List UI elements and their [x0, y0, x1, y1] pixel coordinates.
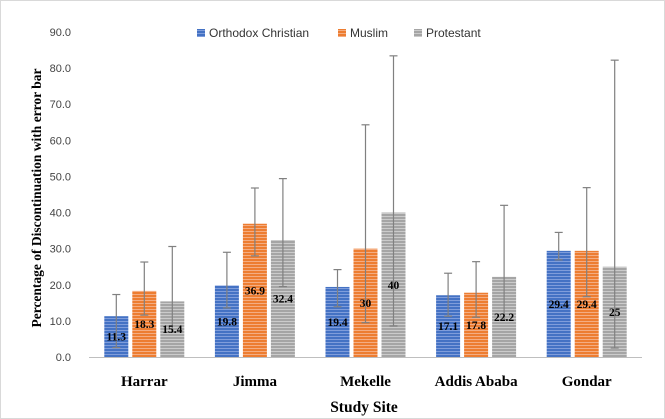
- legend-swatch: [414, 29, 422, 37]
- legend-label: Muslim: [350, 26, 388, 40]
- data-label: 15.4: [162, 324, 182, 336]
- data-label: 32.4: [273, 294, 293, 306]
- data-label: 19.8: [217, 316, 237, 328]
- data-label: 11.3: [107, 332, 127, 344]
- error-bars: [112, 55, 619, 349]
- y-tick-label: 90.0: [50, 27, 71, 39]
- x-axis-title: Study Site: [330, 399, 398, 416]
- data-labels: 11.3 18.3 15.4 19.8 36.9 32.4 19.4 30 40 17.1 17.8…: [107, 280, 621, 344]
- legend-swatch: [338, 29, 346, 37]
- data-label: 29.4: [577, 299, 597, 311]
- category-label: Gondar: [562, 374, 612, 390]
- y-tick-label: 80.0: [50, 63, 71, 75]
- legend-label: Protestant: [426, 26, 481, 40]
- bar: [546, 250, 571, 357]
- y-tick-label: 30.0: [50, 244, 71, 256]
- legend-swatch: [197, 29, 205, 37]
- data-label: 19.4: [327, 317, 347, 329]
- data-label: 40: [388, 280, 400, 292]
- y-axis-ticks: 0.0 10.0 20.0 30.0 40.0 50.0 60.0 70.0 80.0 90.0: [50, 27, 71, 364]
- data-label: 17.1: [438, 321, 458, 333]
- category-label: Addis Ababa: [435, 374, 518, 390]
- y-tick-label: 0.0: [56, 352, 71, 364]
- category-label: Mekelle: [340, 374, 391, 390]
- legend-label: Orthodox Christian: [209, 26, 309, 40]
- data-label: 29.4: [549, 299, 569, 311]
- data-label: 17.8: [466, 320, 486, 332]
- y-tick-label: 70.0: [50, 99, 71, 111]
- legend: Orthodox Christian Muslim Protestant: [197, 26, 481, 40]
- y-tick-label: 50.0: [50, 171, 71, 183]
- category-labels: Harrar Jimma Mekelle Addis Ababa Gondar: [121, 374, 612, 390]
- y-axis-title: Percentage of Discontinuation with error…: [29, 68, 44, 327]
- category-label: Harrar: [121, 374, 168, 390]
- category-label: Jimma: [233, 374, 278, 390]
- y-tick-label: 10.0: [50, 316, 71, 328]
- y-tick-label: 40.0: [50, 208, 71, 220]
- data-label: 36.9: [245, 285, 265, 297]
- data-label: 25: [609, 307, 621, 319]
- data-label: 18.3: [134, 319, 154, 331]
- y-tick-label: 60.0: [50, 135, 71, 147]
- data-label: 30: [360, 298, 372, 310]
- y-tick-label: 20.0: [50, 280, 71, 292]
- data-label: 22.2: [494, 312, 514, 324]
